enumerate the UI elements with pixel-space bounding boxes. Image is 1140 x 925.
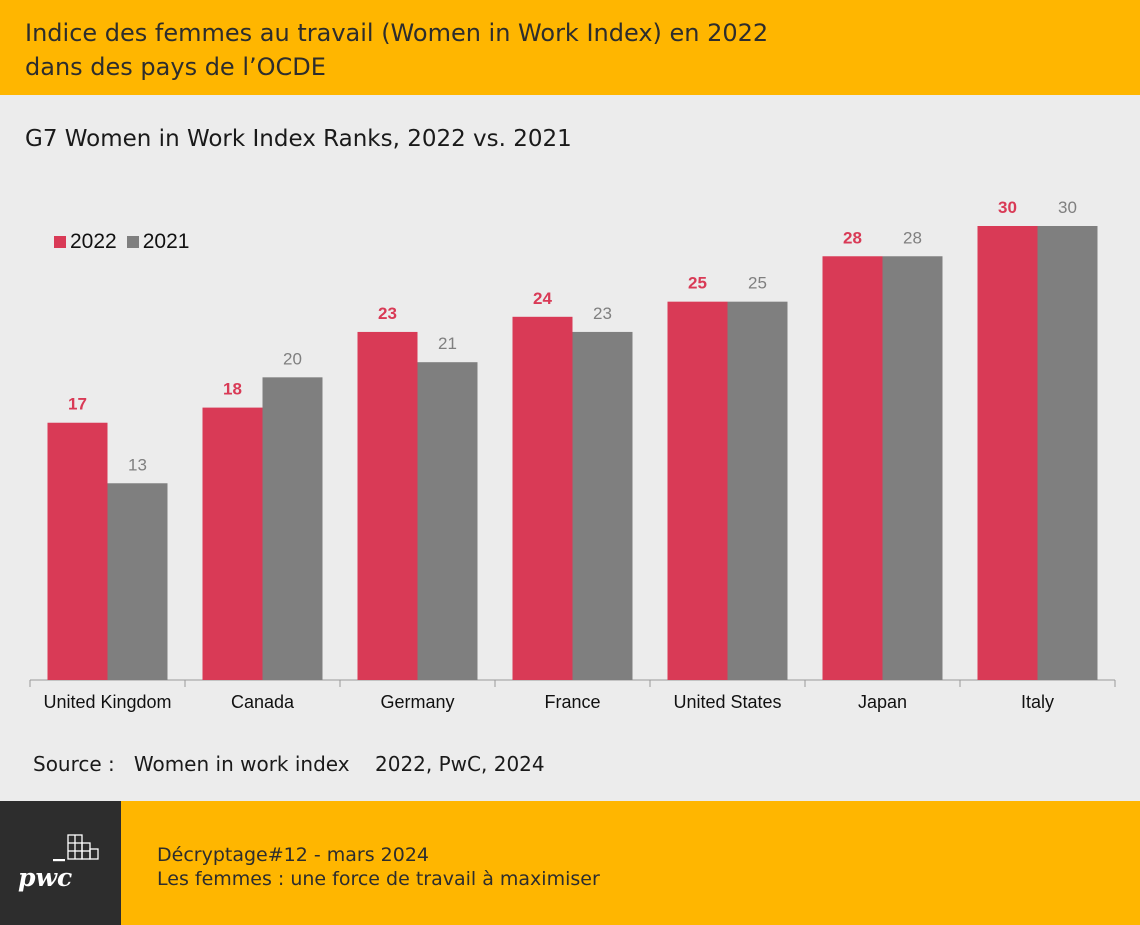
data-label-2022-4: 25 xyxy=(688,274,707,293)
data-label-2021-2: 21 xyxy=(438,334,457,353)
bar-2022-1 xyxy=(202,407,263,680)
legend-item-2021: 2021 xyxy=(126,230,190,254)
data-label-2022-1: 18 xyxy=(223,380,242,399)
data-label-2022-5: 28 xyxy=(843,228,862,247)
page-title: Indice des femmes au travail (Women in W… xyxy=(25,16,1115,84)
category-label-3: France xyxy=(544,692,600,712)
data-label-2022-3: 24 xyxy=(533,289,552,308)
header-banner: Indice des femmes au travail (Women in W… xyxy=(0,0,1140,95)
bar-2022-0 xyxy=(47,422,108,680)
bar-2022-2 xyxy=(357,331,418,680)
data-label-2021-0: 13 xyxy=(128,455,147,474)
bar-2022-4 xyxy=(667,301,728,680)
bar-2022-6 xyxy=(977,226,1038,680)
page-title-line-2: dans des pays de l’OCDE xyxy=(25,53,326,81)
bar-2021-0 xyxy=(107,483,168,680)
pwc-logo: pwc xyxy=(0,801,121,925)
legend-swatch-2022 xyxy=(54,236,66,248)
data-label-2022-6: 30 xyxy=(998,198,1017,217)
page-title-line-1: Indice des femmes au travail (Women in W… xyxy=(25,19,769,47)
bar-2022-5 xyxy=(822,256,883,680)
footer-banner: pwc Décryptage#12 - mars 2024 Les femmes… xyxy=(0,801,1140,925)
bar-2021-4 xyxy=(727,301,788,680)
data-label-2021-3: 23 xyxy=(593,304,612,323)
data-label-2022-0: 17 xyxy=(68,395,87,414)
bar-2021-1 xyxy=(262,377,323,680)
footer-publication: Décryptage#12 - mars 2024 xyxy=(157,844,430,866)
chart-title: G7 Women in Work Index Ranks, 2022 vs. 2… xyxy=(25,126,572,152)
category-label-1: Canada xyxy=(231,692,295,712)
category-label-2: Germany xyxy=(380,692,454,712)
source-note: Source : Women in work index 2022, PwC, … xyxy=(33,752,545,776)
bar-2021-2 xyxy=(417,362,478,680)
data-label-2021-4: 25 xyxy=(748,274,767,293)
legend-label-2022: 2022 xyxy=(70,230,117,253)
bar-chart: 17 13 United Kingdom 18 20 Canada 23 21 Germany 2… xyxy=(29,198,1116,712)
legend-label-2021: 2021 xyxy=(142,230,190,253)
data-label-2021-5: 28 xyxy=(903,228,922,247)
pwc-logo-text: pwc xyxy=(18,863,73,892)
category-label-6: Italy xyxy=(1021,692,1054,712)
data-label-2021-1: 20 xyxy=(283,349,302,368)
data-label-2021-6: 30 xyxy=(1058,198,1077,217)
category-label-0: United Kingdom xyxy=(43,692,171,712)
footer-subtitle: Les femmes : une force de travail à maxi… xyxy=(157,868,600,890)
data-label-2022-2: 23 xyxy=(378,304,397,323)
building-icon xyxy=(53,834,99,862)
legend-swatch-2021 xyxy=(126,236,139,248)
bar-2022-3 xyxy=(512,316,573,680)
category-label-4: United States xyxy=(673,692,781,712)
bar-2021-6 xyxy=(1037,226,1098,680)
bar-2021-5 xyxy=(882,256,943,680)
bar-2021-3 xyxy=(572,331,633,680)
category-label-5: Japan xyxy=(858,692,907,712)
chart-legend: 2022 2021 xyxy=(54,230,199,254)
legend-item-2022: 2022 xyxy=(54,230,117,254)
